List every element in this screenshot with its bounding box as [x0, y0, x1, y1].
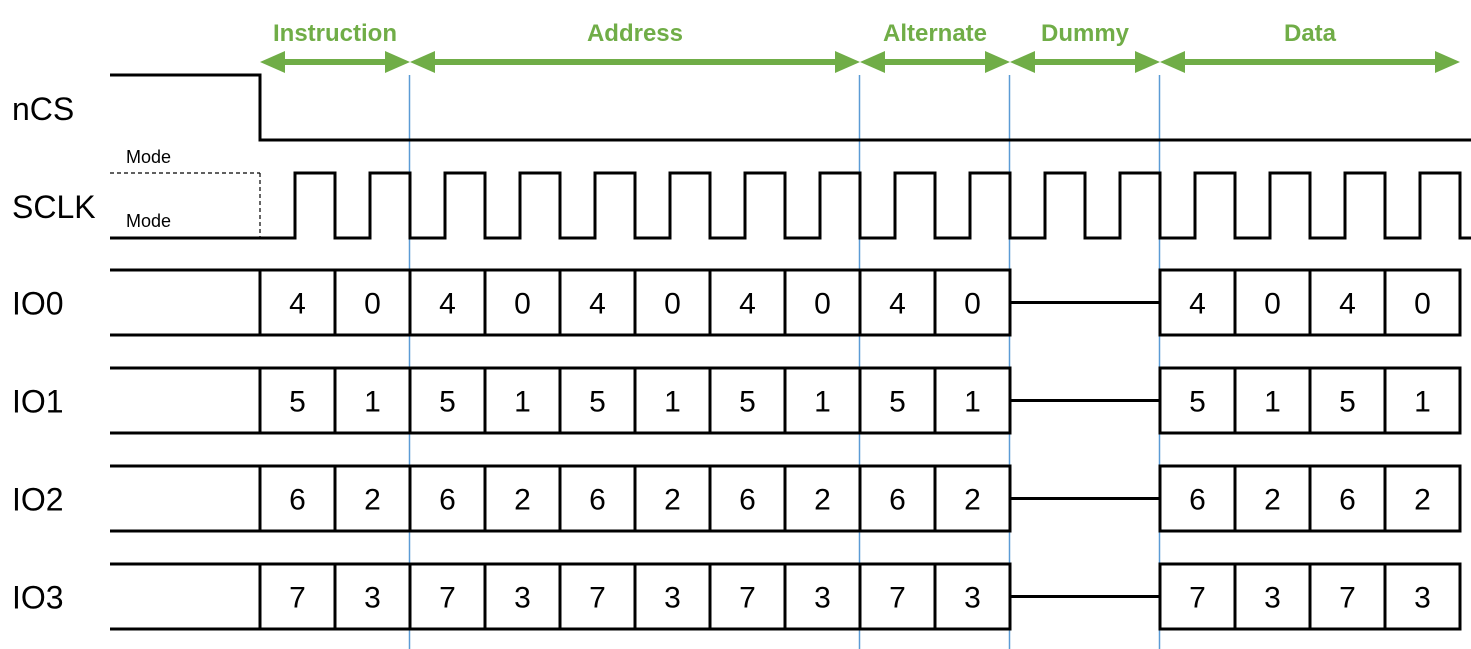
io-cell-value: 7 — [589, 582, 606, 615]
io-data-value: 7 — [1189, 582, 1206, 615]
phase-arrow-head-right — [385, 51, 410, 73]
sclk-waveform — [110, 171, 1471, 240]
io-cell-value: 2 — [664, 484, 681, 517]
io-data-value: 1 — [1414, 386, 1431, 419]
io-cell-value: 4 — [589, 288, 606, 321]
io-label: IO3 — [12, 580, 64, 616]
io-data-value: 4 — [1339, 288, 1356, 321]
io-data-value: 5 — [1189, 386, 1206, 419]
ncs-label: nCS — [12, 91, 74, 127]
io-cell-value: 6 — [739, 484, 756, 517]
phase-arrow-head-left — [1010, 51, 1035, 73]
io-cell-value: 2 — [514, 484, 531, 517]
io-cell-value: 2 — [364, 484, 381, 517]
io-data-value: 0 — [1414, 288, 1431, 321]
phase-arrow-head-right — [1435, 51, 1460, 73]
io-rows: IO0 4 0 4 0 4 0 4 0 4 0 4 0 4 0 IO1 5 1 5 1 5 1 5 1 5 1 5 1 5 1 IO2 6 2 6… — [12, 268, 1462, 631]
io-cell-value: 0 — [964, 288, 981, 321]
io-cell-value: 3 — [814, 582, 831, 615]
io-data-value: 5 — [1339, 386, 1356, 419]
phase-label: Dummy — [1041, 20, 1130, 47]
io-data-value: 2 — [1264, 484, 1281, 517]
io-data-value: 3 — [1264, 582, 1281, 615]
io-cell-value: 1 — [964, 386, 981, 419]
io-data-value: 6 — [1189, 484, 1206, 517]
io-cell-value: 5 — [889, 386, 906, 419]
phase-arrow-head-left — [410, 51, 435, 73]
io-row: IO0 4 0 4 0 4 0 4 0 4 0 4 0 4 0 — [12, 268, 1462, 337]
io-cell-value: 7 — [889, 582, 906, 615]
io-cell-value: 0 — [664, 288, 681, 321]
phase-arrow-head-left — [860, 51, 885, 73]
io-cell-value: 6 — [439, 484, 456, 517]
io-cell-value: 4 — [439, 288, 456, 321]
io-cell-value: 2 — [964, 484, 981, 517]
io-cell-value: 0 — [814, 288, 831, 321]
phase-label: Data — [1284, 20, 1337, 47]
phase-label: Instruction — [273, 20, 397, 47]
io-data-value: 2 — [1414, 484, 1431, 517]
io-cell-value: 5 — [289, 386, 306, 419]
io-cell-value: 5 — [739, 386, 756, 419]
io-data-cell — [1383, 268, 1462, 337]
io-data-value: 1 — [1264, 386, 1281, 419]
phase-arrow-head-right — [985, 51, 1010, 73]
io-label: IO0 — [12, 286, 64, 322]
io-label: IO2 — [12, 482, 64, 518]
io-data-value: 0 — [1264, 288, 1281, 321]
sclk-label: SCLK — [12, 189, 96, 225]
io-data-cell — [1383, 366, 1462, 435]
phase-dividers — [408, 75, 1161, 649]
io-cell-value: 4 — [889, 288, 906, 321]
ncs-waveform — [110, 73, 1471, 142]
phase-arrows: Instruction Address Alternate Dummy Data — [260, 20, 1460, 73]
io-cell-value: 7 — [289, 582, 306, 615]
io-cell-value: 5 — [589, 386, 606, 419]
io-cell-value: 2 — [814, 484, 831, 517]
io-cell-value: 5 — [439, 386, 456, 419]
mode-low-label: Mode — [126, 211, 171, 231]
phase-arrow-head-right — [835, 51, 860, 73]
phase-label: Alternate — [883, 20, 987, 47]
io-cell-value: 0 — [514, 288, 531, 321]
io-data-value: 7 — [1339, 582, 1356, 615]
io-cell-value: 3 — [664, 582, 681, 615]
phase-arrow-head-left — [1160, 51, 1185, 73]
io-cell-value: 6 — [289, 484, 306, 517]
io-cell-value: 7 — [439, 582, 456, 615]
phase-arrow-head-left — [260, 51, 285, 73]
io-cell-value: 0 — [364, 288, 381, 321]
io-cell-value: 1 — [814, 386, 831, 419]
io-cell-value: 3 — [364, 582, 381, 615]
io-cell-value: 3 — [964, 582, 981, 615]
io-data-value: 6 — [1339, 484, 1356, 517]
io-cell-value: 1 — [664, 386, 681, 419]
io-cell-value: 1 — [514, 386, 531, 419]
io-cell-value: 6 — [889, 484, 906, 517]
io-label: IO1 — [12, 384, 64, 420]
io-data-value: 4 — [1189, 288, 1206, 321]
mode-high-label: Mode — [126, 147, 171, 167]
io-data-cell — [1383, 464, 1462, 533]
io-cell-value: 6 — [589, 484, 606, 517]
phase-arrow-head-right — [1135, 51, 1160, 73]
io-cell-value: 7 — [739, 582, 756, 615]
io-row: IO2 6 2 6 2 6 2 6 2 6 2 6 2 6 2 — [12, 464, 1462, 533]
io-data-cell — [1383, 562, 1462, 631]
io-cell-value: 3 — [514, 582, 531, 615]
io-row: IO1 5 1 5 1 5 1 5 1 5 1 5 1 5 1 — [12, 366, 1462, 435]
io-cell-value: 1 — [364, 386, 381, 419]
io-data-value: 3 — [1414, 582, 1431, 615]
io-cell-value: 4 — [289, 288, 306, 321]
io-cell-value: 4 — [739, 288, 756, 321]
io-row: IO3 7 3 7 3 7 3 7 3 7 3 7 3 7 3 — [12, 562, 1462, 631]
phase-label: Address — [587, 20, 683, 47]
